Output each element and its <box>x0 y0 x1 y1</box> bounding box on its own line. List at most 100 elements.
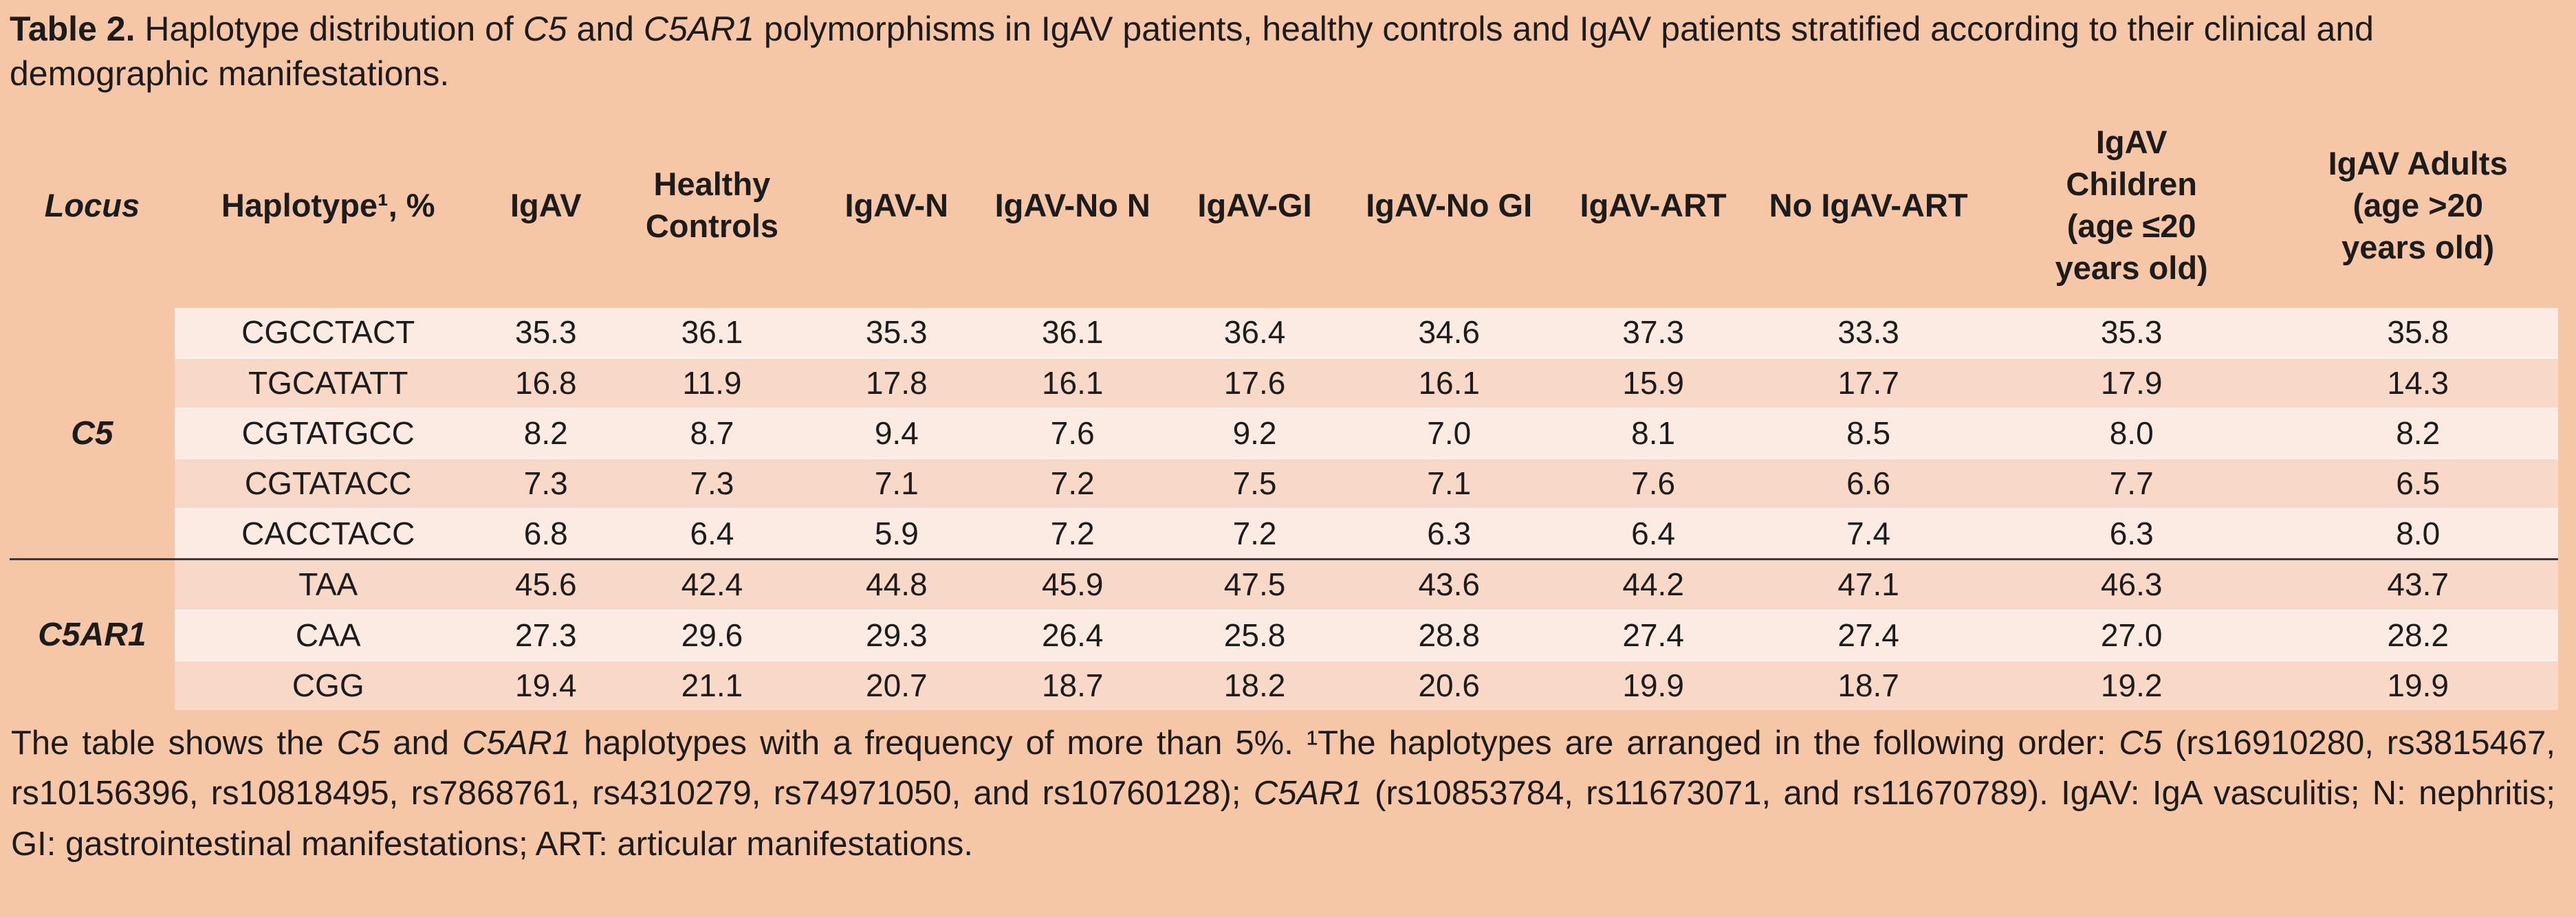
column-header-igav-art: IgAV-ART <box>1555 102 1751 308</box>
value-cell: 29.3 <box>814 610 979 661</box>
table-row: CAA 27.3 29.6 29.3 26.4 25.8 28.8 27.4 27.4 27.0 2… <box>10 610 2558 661</box>
value-cell: 44.8 <box>814 558 979 611</box>
value-cell: 27.3 <box>481 610 610 661</box>
value-cell: 7.2 <box>979 509 1166 560</box>
value-cell: 17.7 <box>1751 357 1985 409</box>
value-cell: 35.8 <box>2278 308 2558 359</box>
value-cell: 7.3 <box>481 458 610 510</box>
haplotype-cell: CGG <box>174 660 482 710</box>
value-cell: 28.2 <box>2278 610 2558 661</box>
value-cell: 36.1 <box>979 308 1166 359</box>
value-cell: 44.2 <box>1555 558 1752 611</box>
column-header-haplotype: Haplotype¹, % <box>175 102 482 308</box>
column-header-label: IgAV-No N <box>994 186 1150 223</box>
column-header-igav-children: IgAV Children (age ≤20 years old) <box>1985 102 2278 308</box>
table-header-row: Locus Haplotype¹, % IgAV Healthy Controls Ig… <box>10 102 2558 308</box>
value-cell: 27.0 <box>1985 610 2278 661</box>
table-body: C5 CGCCTACT 35.3 36.1 35.3 36.1 36.4 34.6 37.3 33… <box>10 308 2558 710</box>
locus-cell: C5 <box>71 415 113 452</box>
text-segment: and <box>380 724 463 762</box>
value-cell: 45.9 <box>979 558 1166 611</box>
value-cell: 8.0 <box>2278 509 2558 560</box>
value-cell: 6.3 <box>1343 509 1556 560</box>
value-cell: 6.4 <box>1555 509 1752 560</box>
value-cell: 17.9 <box>1985 357 2278 409</box>
value-cell: 7.1 <box>1343 458 1556 510</box>
column-header-label: IgAV <box>510 186 582 223</box>
value-cell: 18.7 <box>979 660 1166 710</box>
column-header-label: Locus <box>44 186 140 223</box>
text-segment: Haplotype distribution of <box>135 10 523 48</box>
column-header-label: IgAV-No GI <box>1366 186 1533 223</box>
table-caption: Table 2. Haplotype distribution of C5 an… <box>10 7 2558 96</box>
italic-text-segment: C5AR1 <box>1253 775 1362 813</box>
value-cell: 8.7 <box>609 408 814 459</box>
table-head: Locus Haplotype¹, % IgAV Healthy Controls Ig… <box>10 102 2558 308</box>
column-header-label: No IgAV-ART <box>1769 186 1968 223</box>
column-header-label: IgAV-N <box>844 186 949 223</box>
value-cell: 33.3 <box>1751 308 1985 359</box>
haplotype-cell: CACCTACC <box>174 509 482 560</box>
text-segment: (rs10853784, rs11673071, and rs11670789)… <box>11 775 2555 863</box>
value-cell: 18.7 <box>1751 660 1985 710</box>
value-cell: 19.2 <box>1985 660 2278 710</box>
column-header-igav-adults: IgAV Adults (age >20 years old) <box>2278 102 2558 308</box>
haplotype-table: Locus Haplotype¹, % IgAV Healthy Controls Ig… <box>10 102 2558 710</box>
value-cell: 6.3 <box>1985 509 2278 560</box>
value-cell: 27.4 <box>1555 610 1752 661</box>
value-cell: 9.4 <box>814 408 979 459</box>
value-cell: 6.8 <box>481 509 610 560</box>
column-header-igav: IgAV <box>482 102 610 308</box>
value-cell: 42.4 <box>609 558 814 611</box>
locus-cell: C5AR1 <box>10 558 175 710</box>
value-cell: 15.9 <box>1555 357 1752 409</box>
table-row: CACCTACC 6.8 6.4 5.9 7.2 7.2 6.3 6.4 7.4 6.3 8.0 <box>10 509 2558 560</box>
value-cell: 5.9 <box>814 509 979 560</box>
value-cell: 37.3 <box>1555 308 1752 359</box>
value-cell: 7.5 <box>1166 458 1344 510</box>
value-cell: 14.3 <box>2278 357 2558 409</box>
value-cell: 11.9 <box>609 357 814 409</box>
column-header-label: Haplotype¹, % <box>221 186 435 223</box>
value-cell: 7.0 <box>1343 408 1556 459</box>
value-cell: 19.9 <box>2278 660 2558 710</box>
text-segment: (rs16910280, rs3815467, rs10156396, rs10… <box>11 724 2555 813</box>
value-cell: 34.6 <box>1343 308 1556 359</box>
value-cell: 8.5 <box>1751 408 1985 459</box>
value-cell: 45.6 <box>481 558 610 611</box>
value-cell: 7.2 <box>1166 509 1344 560</box>
table-row: CGTATGCC 8.2 8.7 9.4 7.6 9.2 7.0 8.1 8.5 8.0 8.2 <box>10 408 2558 459</box>
value-cell: 17.8 <box>814 357 979 409</box>
table-row: TGCATATT 16.8 11.9 17.8 16.1 17.6 16.1 15.9 17.7… <box>10 357 2558 409</box>
column-header-igav-no-n: IgAV-No N <box>979 102 1166 308</box>
value-cell: 43.6 <box>1343 558 1556 611</box>
text-segment: polymorphisms in IgAV patients, healthy … <box>10 10 2374 93</box>
table-row: C5 CGCCTACT 35.3 36.1 35.3 36.1 36.4 34.6 37.3 33… <box>10 308 2558 452</box>
value-cell: 9.2 <box>1166 408 1344 459</box>
value-cell: 47.1 <box>1751 558 1985 611</box>
value-cell: 8.2 <box>481 408 610 459</box>
value-cell: 16.8 <box>481 357 610 409</box>
value-cell: 28.8 <box>1343 610 1556 661</box>
value-cell: 20.7 <box>814 660 979 710</box>
column-header-label: IgAV Adults (age >20 years old) <box>2328 144 2508 265</box>
value-cell: 8.2 <box>2278 408 2558 459</box>
value-cell: 8.0 <box>1985 408 2278 459</box>
italic-text-segment: C5 <box>523 10 567 48</box>
value-cell: 21.1 <box>609 660 814 710</box>
haplotype-cell: TGCATATT <box>174 357 482 409</box>
column-header-igav-no-gi: IgAV-No GI <box>1343 102 1555 308</box>
value-cell: 7.4 <box>1751 509 1985 560</box>
text-segment: and <box>567 10 644 48</box>
column-header-igav-n: IgAV-N <box>814 102 979 308</box>
value-cell: 35.3 <box>1985 308 2278 359</box>
value-cell: 18.2 <box>1166 660 1344 710</box>
text-segment: The table shows the <box>11 724 337 762</box>
value-cell: 17.6 <box>1166 357 1344 409</box>
value-cell: 19.9 <box>1555 660 1752 710</box>
value-cell: 35.3 <box>481 308 610 359</box>
haplotype-cell: CGTATGCC <box>174 408 482 459</box>
table-footnote: The table shows the C5 and C5AR1 haploty… <box>11 718 2555 870</box>
